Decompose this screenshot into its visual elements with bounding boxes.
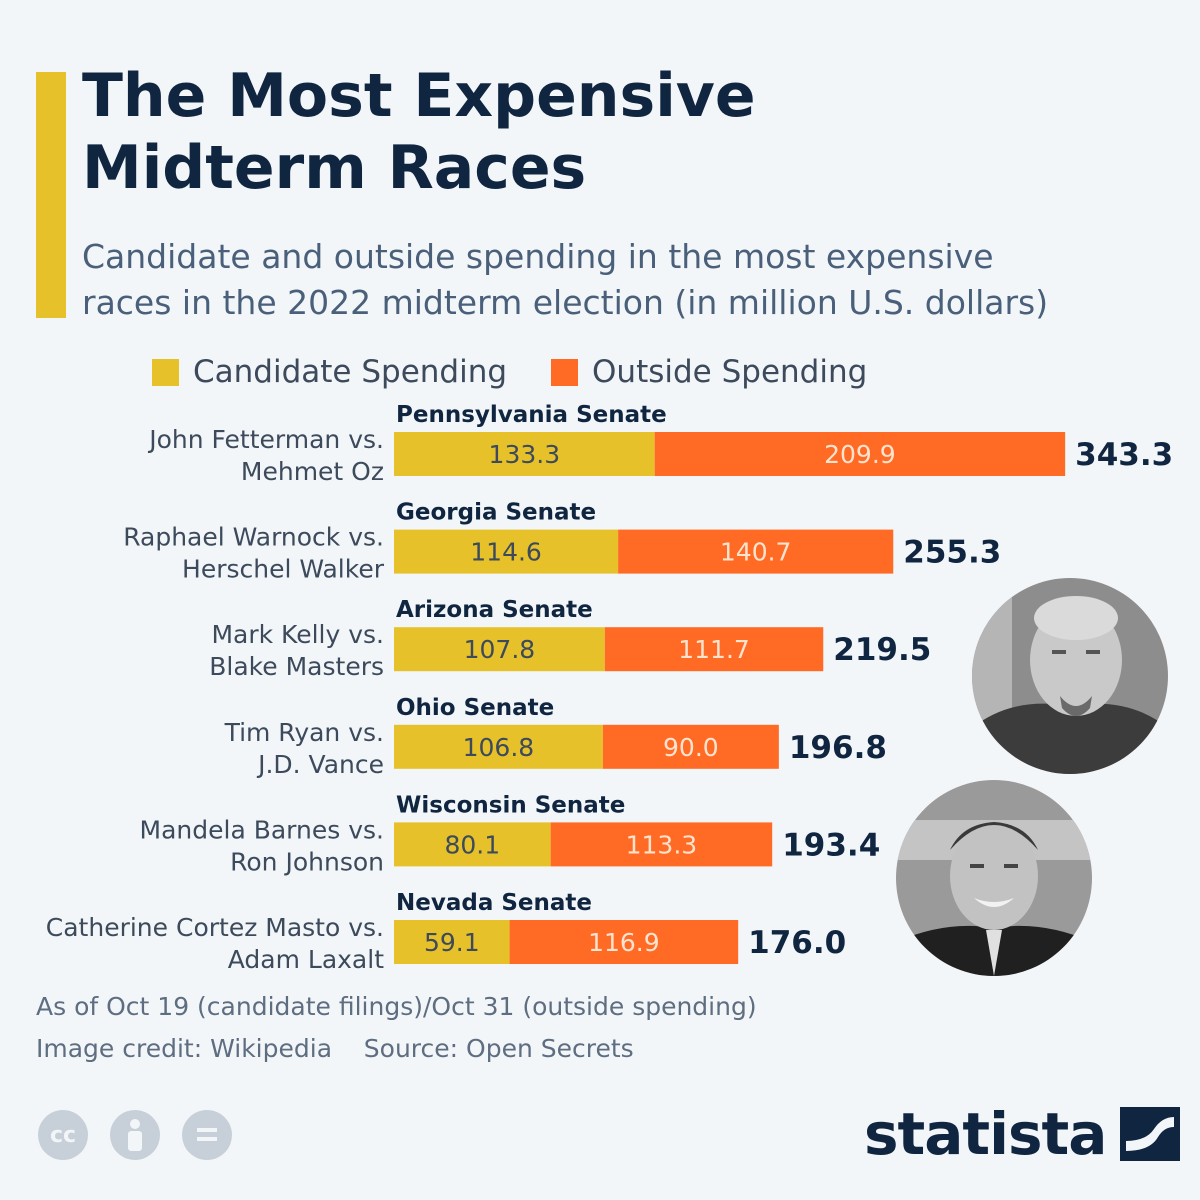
outside-value-label: 140.7 [720,538,792,567]
legend-item-candidate: Candidate Spending [152,354,507,390]
title-line-1: The Most Expensive [82,61,756,131]
no-derivatives-icon[interactable] [182,1110,232,1160]
candidates-label-line2: Herschel Walker [182,555,385,584]
total-value-label: 343.3 [1075,437,1173,473]
candidates-label-line1: Mark Kelly vs. [211,620,384,649]
outside-spending-bar [604,627,824,672]
statista-logo[interactable]: statista [864,1098,1181,1170]
footnote-date: As of Oct 19 (candidate filings)/Oct 31 … [36,992,757,1021]
subtitle-line-2: races in the 2022 midterm election (in m… [82,283,1049,322]
total-value-label: 219.5 [833,632,931,668]
candidates-label-line1: John Fetterman vs. [147,425,384,454]
chart-subtitle: Candidate and outside spending in the mo… [82,234,1172,326]
total-value-label: 255.3 [903,535,1001,571]
total-value-label: 196.8 [789,730,887,766]
chart-legend: Candidate Spending Outside Spending [152,350,911,394]
subtitle-line-1: Candidate and outside spending in the mo… [82,237,994,276]
candidate-value-label: 80.1 [444,830,500,859]
race-label: Wisconsin Senate [396,792,625,818]
title-line-2: Midterm Races [82,133,587,203]
candidates-label-line1: Mandela Barnes vs. [140,815,384,844]
statista-logo-text: statista [864,1100,1107,1168]
legend-label-candidate: Candidate Spending [193,354,508,390]
candidates-label-line2: Ron Johnson [230,847,384,876]
candidates-label-line1: Tim Ryan vs. [224,718,384,747]
outside-value-label: 113.3 [626,830,698,859]
race-label: Georgia Senate [396,500,596,526]
race-label: Nevada Senate [396,890,592,916]
candidates-label-line1: Catherine Cortez Masto vs. [46,913,384,942]
candidate-spending-bar [394,822,551,867]
candidate-spending-bar [394,724,603,769]
outside-value-label: 116.9 [588,928,660,957]
candidate-spending-bar [394,920,510,964]
legend-swatch-candidate [152,358,179,386]
candidate-spending-bar [394,432,655,476]
candidate-spending-bar [394,529,619,574]
outside-spending-bar [654,432,1066,476]
total-value-label: 176.0 [748,925,846,961]
candidate-spending-bar [394,627,605,672]
oz-photo [896,780,1092,976]
legend-item-outside: Outside Spending [551,354,867,390]
outside-value-label: 209.9 [824,440,896,469]
candidates-label-line1: Raphael Warnock vs. [123,523,384,552]
race-label: Ohio Senate [396,695,554,721]
footnote-credit-source: Image credit: Wikipedia Source: Open Sec… [36,1034,634,1063]
outside-spending-bar [618,529,894,574]
outside-value-label: 111.7 [678,635,750,664]
candidates-label-line2: Blake Masters [209,652,384,681]
candidates-label-line2: J.D. Vance [256,750,384,779]
chart-title: The Most Expensive Midterm Races [82,60,1162,204]
candidate-value-label: 133.3 [489,440,561,469]
candidate-value-label: 114.6 [470,538,542,567]
candidate-value-label: 106.8 [463,733,535,762]
candidates-label-line2: Adam Laxalt [228,945,384,974]
cc-license-icon[interactable]: cc [38,1110,88,1160]
outside-spending-bar [550,822,773,867]
fetterman-photo [972,578,1168,774]
candidates-label-line2: Mehmet Oz [241,457,384,486]
statista-mark-icon [1120,1107,1181,1161]
outside-value-label: 90.0 [663,733,719,762]
outside-spending-bar [509,920,739,964]
legend-label-outside: Outside Spending [592,354,868,390]
outside-spending-bar [602,724,779,769]
title-accent-bar [36,72,66,318]
race-label: Pennsylvania Senate [396,402,667,428]
total-value-label: 193.4 [782,827,880,863]
race-label: Arizona Senate [396,597,593,623]
attribution-icon[interactable] [110,1110,160,1160]
candidate-value-label: 107.8 [464,635,536,664]
legend-swatch-outside [551,358,579,386]
candidate-value-label: 59.1 [424,928,480,957]
